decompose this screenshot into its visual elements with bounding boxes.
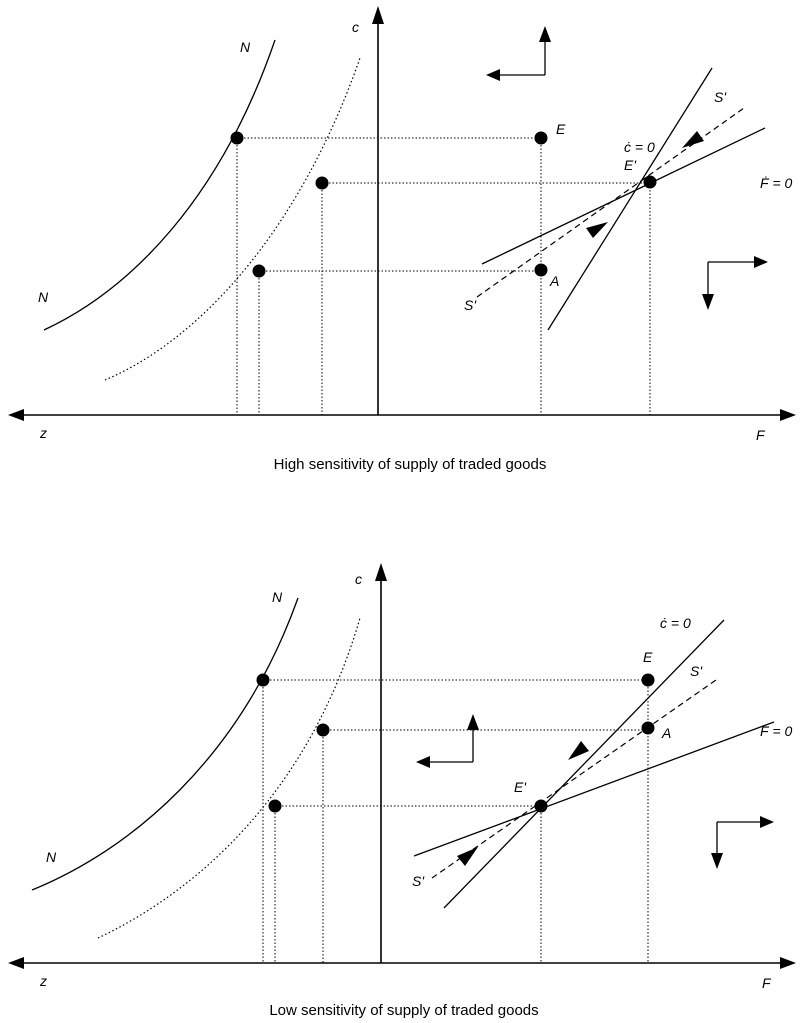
bottom-E-label: E: [643, 649, 653, 665]
bottom-direction-arrows-upper-left: [416, 714, 479, 768]
top-point-E: [534, 131, 548, 145]
top-c-axis-label: c: [352, 19, 359, 35]
bottom-c-axis-arrowhead: [375, 563, 387, 581]
bottom-N-curve-dotted: [97, 617, 361, 939]
bottom-c-axis-label: c: [355, 571, 362, 587]
bottom-S-upper-label: S': [690, 663, 703, 679]
bottom-point-Eprime: [534, 799, 548, 813]
bottom-F-axis-label: F: [762, 975, 772, 991]
top-direction-arrows-upper-left: [486, 26, 551, 81]
bottom-cdot-label: ċ = 0: [660, 615, 691, 631]
bottom-z-axis-arrowhead: [8, 957, 24, 969]
top-point-N-upper: [230, 131, 244, 145]
top-c-axis-arrowhead: [372, 6, 384, 24]
bottom-point-N-middle: [316, 723, 330, 737]
top-caption: High sensitivity of supply of traded goo…: [274, 456, 547, 473]
top-point-A: [534, 263, 548, 277]
top-point-N-middle: [315, 176, 329, 190]
bottom-saddle-path: [431, 679, 717, 879]
bottom-S-lower-label: S': [412, 873, 425, 889]
top-F-axis-arrowhead: [780, 409, 796, 421]
top-saddle-path: [476, 107, 745, 298]
bottom-point-A: [641, 721, 655, 735]
bottom-z-axis-label: z: [39, 973, 47, 989]
top-Fdot-label: Ḟ = 0: [760, 175, 793, 191]
bottom-cdot-locus-line: [443, 619, 725, 909]
top-Eprime-label: E': [624, 157, 637, 173]
top-cdot-locus-line: [547, 67, 713, 331]
top-saddle-arrow-upper: [682, 131, 704, 148]
top-cdot-label: ċ = 0: [624, 139, 655, 155]
top-saddle-arrow-lower: [586, 222, 608, 238]
top-A-label: A: [549, 273, 559, 289]
bottom-F-axis-arrowhead: [780, 957, 796, 969]
bottom-saddle-arrow-lower: [457, 847, 478, 866]
top-panel: c z F N N ċ = 0 Ḟ = 0 S' S' E' E A: [8, 6, 796, 473]
bottom-panel: c z F N N ċ = 0 Ḟ = 0 S' S' E' E A: [8, 563, 796, 1019]
bottom-saddle-arrow-upper: [568, 741, 589, 760]
top-F-axis-label: F: [756, 427, 766, 443]
top-S-upper-label: S': [714, 89, 727, 105]
bottom-N-curve-solid: [31, 597, 299, 891]
top-point-Eprime: [643, 175, 657, 189]
top-z-axis-arrowhead: [8, 409, 24, 421]
bottom-point-N-lower: [268, 799, 282, 813]
bottom-Eprime-label: E': [514, 779, 527, 795]
bottom-A-label: A: [661, 725, 671, 741]
top-z-axis-label: z: [39, 425, 47, 441]
top-point-N-lower: [252, 264, 266, 278]
bottom-Fdot-label: Ḟ = 0: [760, 723, 793, 739]
top-S-lower-label: S': [464, 297, 477, 313]
top-Fdot-locus-line: [481, 127, 766, 265]
bottom-N-lower-label: N: [46, 849, 57, 865]
bottom-caption: Low sensitivity of supply of traded good…: [269, 1002, 538, 1019]
top-E-label: E: [556, 121, 566, 137]
top-direction-arrows-lower-right: [702, 256, 768, 310]
bottom-Fdot-locus-line: [413, 721, 775, 857]
top-N-curve-solid: [43, 39, 276, 331]
bottom-direction-arrows-lower-right: [711, 816, 774, 869]
top-N-lower-label: N: [38, 289, 49, 305]
bottom-point-E: [641, 673, 655, 687]
bottom-N-upper-label: N: [272, 589, 283, 605]
top-N-curve-dotted: [104, 57, 361, 381]
bottom-point-N-upper: [256, 673, 270, 687]
top-N-upper-label: N: [240, 39, 251, 55]
